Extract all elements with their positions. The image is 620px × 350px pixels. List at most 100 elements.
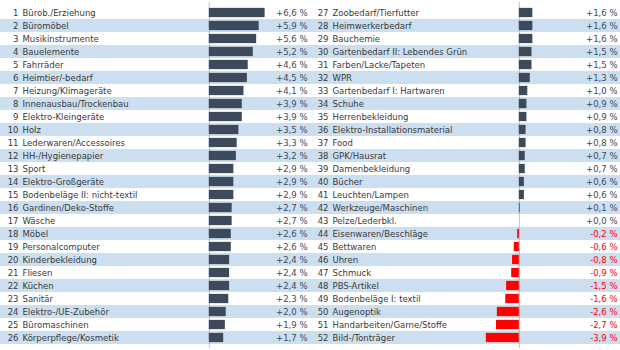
svg-text:-0,6 %: -0,6 % bbox=[590, 242, 617, 252]
svg-text:+3,2 %: +3,2 % bbox=[276, 151, 307, 161]
svg-text:+4,1 %: +4,1 % bbox=[276, 86, 307, 96]
svg-text:+0,0 %: +0,0 % bbox=[586, 216, 617, 226]
svg-text:39: 39 bbox=[318, 164, 329, 174]
svg-text:+1,7 %: +1,7 % bbox=[276, 333, 307, 343]
svg-text:-0,8 %: -0,8 % bbox=[590, 255, 617, 265]
svg-text:Kinderbekleidung: Kinderbekleidung bbox=[23, 255, 98, 265]
svg-text:44: 44 bbox=[318, 229, 329, 239]
svg-text:32: 32 bbox=[318, 73, 329, 83]
svg-text:Bild-/Tonträger: Bild-/Tonträger bbox=[333, 333, 396, 343]
svg-text:Augenoptik: Augenoptik bbox=[333, 307, 382, 317]
svg-text:Heimtier/-bedarf: Heimtier/-bedarf bbox=[23, 73, 94, 83]
svg-text:-1,5 %: -1,5 % bbox=[590, 281, 617, 291]
svg-text:2: 2 bbox=[13, 21, 18, 31]
svg-text:27: 27 bbox=[318, 8, 329, 18]
svg-text:+2,0 %: +2,0 % bbox=[276, 307, 307, 317]
svg-text:15: 15 bbox=[8, 190, 19, 200]
svg-text:Handarbeiten/Garne/Stoffe: Handarbeiten/Garne/Stoffe bbox=[333, 320, 448, 330]
svg-text:Damenbekleidung: Damenbekleidung bbox=[333, 164, 411, 174]
svg-text:Wäsche: Wäsche bbox=[23, 216, 56, 226]
svg-text:8: 8 bbox=[13, 99, 18, 109]
svg-text:Sanitär: Sanitär bbox=[23, 294, 54, 304]
svg-text:Bücher: Bücher bbox=[333, 177, 364, 187]
svg-text:+0,9 %: +0,9 % bbox=[586, 99, 617, 109]
svg-text:+1,3 %: +1,3 % bbox=[586, 73, 617, 83]
svg-text:18: 18 bbox=[8, 229, 19, 239]
svg-text:GPK/Hausrat: GPK/Hausrat bbox=[333, 151, 387, 161]
svg-text:WPR: WPR bbox=[333, 73, 353, 83]
svg-text:+0,1 %: +0,1 % bbox=[586, 203, 617, 213]
svg-text:5: 5 bbox=[13, 60, 18, 70]
svg-text:Musikinstrumente: Musikinstrumente bbox=[23, 34, 99, 44]
svg-text:Food: Food bbox=[333, 138, 353, 148]
svg-text:+1,6 %: +1,6 % bbox=[586, 21, 617, 31]
svg-text:+2,9 %: +2,9 % bbox=[276, 190, 307, 200]
svg-text:Gartenbedarf II: Lebendes Grün: Gartenbedarf II: Lebendes Grün bbox=[333, 47, 468, 57]
svg-text:+2,4 %: +2,4 % bbox=[276, 268, 307, 278]
svg-text:47: 47 bbox=[318, 268, 329, 278]
svg-text:20: 20 bbox=[8, 255, 19, 265]
svg-text:48: 48 bbox=[318, 281, 329, 291]
svg-text:-0,2 %: -0,2 % bbox=[590, 229, 617, 239]
svg-text:Personalcomputer: Personalcomputer bbox=[23, 242, 101, 252]
svg-text:6: 6 bbox=[13, 73, 18, 83]
svg-text:+1,5 %: +1,5 % bbox=[586, 60, 617, 70]
svg-text:-0,9 %: -0,9 % bbox=[590, 268, 617, 278]
svg-text:Eisenwaren/Beschläge: Eisenwaren/Beschläge bbox=[333, 229, 428, 239]
svg-text:28: 28 bbox=[318, 21, 329, 31]
svg-text:Körperpflege/Kosmetik: Körperpflege/Kosmetik bbox=[23, 333, 119, 343]
svg-text:Lederwaren/Accessoires: Lederwaren/Accessoires bbox=[23, 138, 126, 148]
svg-text:9: 9 bbox=[13, 112, 18, 122]
svg-text:-3,9 %: -3,9 % bbox=[590, 333, 617, 343]
svg-text:Bürob./Erziehung: Bürob./Erziehung bbox=[23, 8, 96, 18]
svg-text:+6,6 %: +6,6 % bbox=[276, 8, 307, 18]
svg-text:+2,3 %: +2,3 % bbox=[276, 294, 307, 304]
svg-text:52: 52 bbox=[318, 333, 329, 343]
svg-text:+2,7 %: +2,7 % bbox=[276, 203, 307, 213]
svg-text:30: 30 bbox=[318, 47, 329, 57]
svg-text:+1,5 %: +1,5 % bbox=[586, 47, 617, 57]
svg-text:16: 16 bbox=[8, 203, 19, 213]
svg-text:Werkzeuge/Maschinen: Werkzeuge/Maschinen bbox=[333, 203, 429, 213]
svg-text:3: 3 bbox=[13, 34, 18, 44]
svg-text:+2,6 %: +2,6 % bbox=[276, 242, 307, 252]
svg-text:+2,9 %: +2,9 % bbox=[276, 177, 307, 187]
svg-text:Elektro-/UE-Zubehör: Elektro-/UE-Zubehör bbox=[23, 307, 110, 317]
svg-text:Möbel: Möbel bbox=[23, 229, 49, 239]
svg-text:+0,9 %: +0,9 % bbox=[586, 112, 617, 122]
svg-text:Elektro-Installationsmaterial: Elektro-Installationsmaterial bbox=[333, 125, 453, 135]
svg-text:42: 42 bbox=[318, 203, 329, 213]
svg-text:7: 7 bbox=[13, 86, 18, 96]
svg-text:50: 50 bbox=[318, 307, 329, 317]
svg-text:29: 29 bbox=[318, 34, 329, 44]
svg-text:-2,6 %: -2,6 % bbox=[590, 307, 617, 317]
svg-text:+2,6 %: +2,6 % bbox=[276, 229, 307, 239]
svg-text:+1,6 %: +1,6 % bbox=[586, 34, 617, 44]
svg-text:14: 14 bbox=[8, 177, 19, 187]
svg-text:13: 13 bbox=[8, 164, 19, 174]
svg-text:Fliesen: Fliesen bbox=[23, 268, 53, 278]
svg-text:Holz: Holz bbox=[23, 125, 42, 135]
svg-text:Küchen: Küchen bbox=[23, 281, 54, 291]
svg-text:40: 40 bbox=[318, 177, 329, 187]
svg-text:+4,5 %: +4,5 % bbox=[276, 73, 307, 83]
svg-text:Schmuck: Schmuck bbox=[333, 268, 372, 278]
svg-text:+3,9 %: +3,9 % bbox=[276, 112, 307, 122]
svg-text:37: 37 bbox=[318, 138, 329, 148]
svg-text:Bauchemie: Bauchemie bbox=[333, 34, 381, 44]
svg-text:-1,6 %: -1,6 % bbox=[590, 294, 617, 304]
svg-text:+1,0 %: +1,0 % bbox=[586, 86, 617, 96]
svg-text:Heimwerkerbedarf: Heimwerkerbedarf bbox=[333, 21, 413, 31]
svg-text:Innenausbau/Trockenbau: Innenausbau/Trockenbau bbox=[23, 99, 129, 109]
svg-text:Sport: Sport bbox=[23, 164, 46, 174]
svg-text:35: 35 bbox=[318, 112, 329, 122]
svg-text:Heizung/Klimageräte: Heizung/Klimageräte bbox=[23, 86, 112, 96]
svg-text:+0,7 %: +0,7 % bbox=[586, 164, 617, 174]
svg-text:Uhren: Uhren bbox=[333, 255, 359, 265]
svg-text:38: 38 bbox=[318, 151, 329, 161]
svg-text:+2,7 %: +2,7 % bbox=[276, 216, 307, 226]
svg-text:41: 41 bbox=[318, 190, 329, 200]
svg-text:Schuhe: Schuhe bbox=[333, 99, 364, 109]
svg-text:36: 36 bbox=[318, 125, 329, 135]
svg-text:Herrenbekleidung: Herrenbekleidung bbox=[333, 112, 409, 122]
